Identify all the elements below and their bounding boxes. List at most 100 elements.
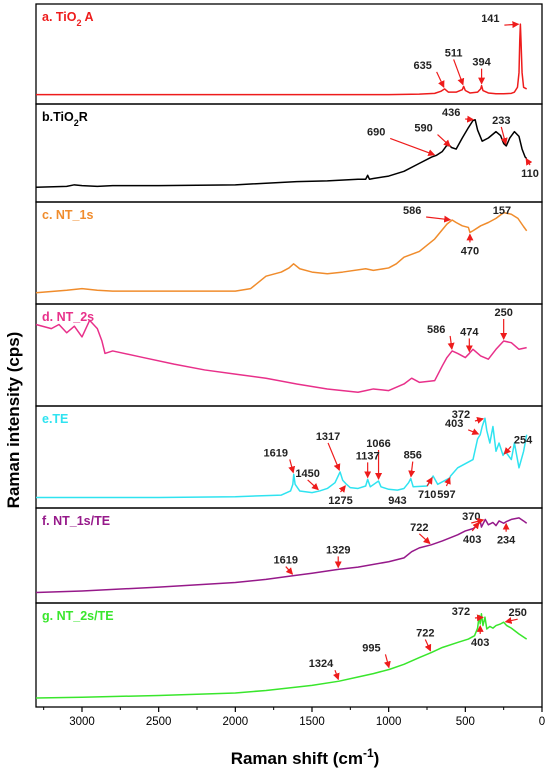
panel-g-frame <box>35 602 543 708</box>
peak-arrow-e-1619 <box>288 459 296 474</box>
peak-label-e-710: 710 <box>418 489 436 501</box>
peak-label-a-635: 635 <box>413 60 431 72</box>
peak-label-g-372: 372 <box>452 606 470 618</box>
panel-g-label: g. NT_2s/TE <box>42 609 114 623</box>
series-line-c <box>35 211 528 294</box>
peak-arrow-e-710 <box>426 476 433 487</box>
series-line-d <box>35 319 527 393</box>
peak-label-g-722: 722 <box>416 628 434 640</box>
peak-label-f-1619: 1619 <box>274 555 298 567</box>
series-line-g <box>35 613 528 699</box>
peak-label-b-690: 690 <box>367 126 385 138</box>
peak-label-a-141: 141 <box>481 13 499 25</box>
peak-arrow-f-403 <box>471 521 480 532</box>
peak-arrow-e-403 <box>467 428 480 435</box>
panel-f-label-main: f. NT_1s/TE <box>42 514 110 528</box>
panel-e-label: e.TE <box>42 412 68 426</box>
x-axis-label-close: ) <box>374 749 380 768</box>
peak-label-f-370: 370 <box>462 511 480 523</box>
peak-arrow-g-250 <box>504 617 518 624</box>
peak-label-f-1329: 1329 <box>326 544 350 556</box>
peak-label-b-436: 436 <box>442 107 460 119</box>
x-tick-label-2000: 2000 <box>223 716 249 728</box>
x-tick-label-1000: 1000 <box>376 716 402 728</box>
series-line-f <box>35 517 528 594</box>
peak-label-e-1137: 1137 <box>356 450 380 462</box>
x-tick-label-0: 0 <box>539 716 545 728</box>
peak-arrow-e-597 <box>444 477 451 487</box>
x-axis-label-exp: -1 <box>363 746 374 760</box>
peak-arrow-g-722 <box>424 639 432 652</box>
peak-label-b-110: 110 <box>521 168 539 180</box>
panel-f: f. NT_1s/TE 370 722 403 234 1619 1329 <box>35 507 543 604</box>
peak-arrow-e-1450 <box>307 479 319 491</box>
peak-arrow-e-372 <box>474 416 484 424</box>
peak-arrow-b-590 <box>437 134 451 147</box>
panel-a-label: a. TiO2 A <box>42 10 94 28</box>
peak-label-d-474: 474 <box>460 326 479 338</box>
peak-arrow-e-856 <box>408 461 416 478</box>
panel-e-label-main: e.TE <box>42 412 68 426</box>
peak-label-e-856: 856 <box>404 450 422 462</box>
y-axis-label: Raman intensity (cps) <box>4 332 23 509</box>
peak-arrow-b-110 <box>525 157 533 166</box>
panel-a-frame <box>35 3 543 105</box>
panel-d-label-main: d. NT_2s <box>42 310 94 324</box>
x-tick-label-1500: 1500 <box>299 716 325 728</box>
peak-arrow-b-233 <box>500 126 508 145</box>
panel-d: d. NT_2s 250 586 474 <box>35 303 543 407</box>
peak-arrow-g-995 <box>383 654 391 669</box>
x-tick-label-2500: 2500 <box>146 716 172 728</box>
peak-label-e-1450: 1450 <box>295 468 319 480</box>
peak-label-f-403: 403 <box>463 534 481 546</box>
peak-label-b-590: 590 <box>414 123 432 135</box>
series-line-b <box>35 118 528 188</box>
panel-b: b.TiO2R 436 233 590 690 110 <box>35 103 543 203</box>
peak-label-g-995: 995 <box>362 642 380 654</box>
series-line-e <box>36 417 528 499</box>
peak-arrow-a-511 <box>453 59 465 86</box>
peak-label-g-403: 403 <box>471 637 489 649</box>
panel-c: c. NT_1s 157 586 470 <box>35 201 543 305</box>
peak-label-d-586: 586 <box>427 324 445 336</box>
panel-c-label: c. NT_1s <box>42 208 93 222</box>
panel-b-label-main: b.TiO <box>42 110 74 124</box>
panel-b-label-tail: R <box>79 110 88 124</box>
peak-arrow-b-690 <box>389 137 436 156</box>
panel-a-label-main: a. TiO <box>42 10 77 24</box>
peak-label-e-1317: 1317 <box>316 431 340 443</box>
panel-c-label-main: c. NT_1s <box>42 208 93 222</box>
peak-arrow-f-1619 <box>285 566 294 575</box>
panel-e: e.TE 372 254 403 1317 1066 1619 1450 1137 856 1275… <box>35 405 543 509</box>
peak-label-f-234: 234 <box>497 535 516 547</box>
panel-b-label-sub: 2 <box>74 118 79 128</box>
peak-label-d-250: 250 <box>494 307 512 319</box>
panel-d-frame <box>35 303 543 407</box>
peak-arrow-e-1317 <box>327 442 341 472</box>
peak-label-a-394: 394 <box>472 57 491 69</box>
peak-label-e-1066: 1066 <box>366 438 390 450</box>
peak-label-c-157: 157 <box>493 205 511 217</box>
series-line-a <box>36 23 528 96</box>
panel-g: g. NT_2s/TE 372 250 403 722 995 1324 <box>35 602 543 708</box>
peak-arrow-b-436 <box>465 115 475 123</box>
peak-label-e-254: 254 <box>514 434 533 446</box>
peak-arrow-a-141 <box>504 21 520 29</box>
peak-label-g-250: 250 <box>508 607 526 619</box>
peak-label-e-943: 943 <box>388 495 406 507</box>
peak-arrow-e-1275 <box>338 485 346 493</box>
peak-label-e-403: 403 <box>445 418 463 430</box>
peak-arrow-g-1324 <box>332 669 340 681</box>
x-axis-label-unit: cm <box>338 749 363 768</box>
peak-label-e-1275: 1275 <box>328 495 352 507</box>
x-axis: 3000 2500 2000 1500 1000 500 0 <box>43 707 545 728</box>
peak-arrow-e-254 <box>503 446 512 455</box>
x-axis-label-text: Raman shift ( <box>231 749 339 768</box>
peak-arrow-g-372 <box>474 614 484 622</box>
peak-label-e-1619: 1619 <box>264 447 288 459</box>
panel-f-label: f. NT_1s/TE <box>42 514 110 528</box>
peak-label-g-1324: 1324 <box>309 658 334 670</box>
panel-g-label-main: g. NT_2s/TE <box>42 609 114 623</box>
